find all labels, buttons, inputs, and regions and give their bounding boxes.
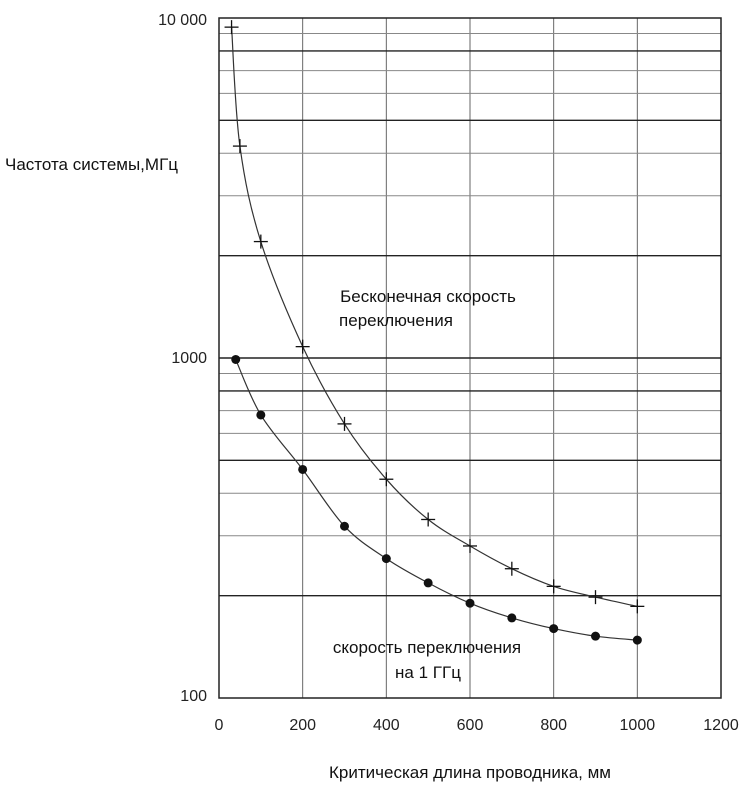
- plus-marker: [588, 590, 603, 605]
- annotation-1ghz-line-2: на 1 ГГц: [395, 663, 461, 682]
- plus-marker: [421, 512, 436, 527]
- series-curves: [231, 27, 638, 641]
- x-axis-label: Критическая длина проводника, мм: [329, 763, 611, 782]
- dot-marker: [507, 613, 517, 623]
- dot-marker: [231, 354, 241, 364]
- series-markers: [224, 20, 645, 645]
- annotation-1ghz-line-1: скорость переключения: [333, 638, 521, 657]
- y-tick-labels: 100 1000 10 000: [158, 12, 207, 705]
- x-tick-label: 800: [540, 717, 567, 734]
- dot-marker: [423, 578, 433, 588]
- plus-marker: [253, 234, 268, 249]
- x-tick-label: 600: [457, 717, 484, 734]
- dot-marker: [549, 624, 559, 634]
- annotation-infinite-line-1: Бесконечная скорость: [340, 287, 516, 306]
- dot-marker: [381, 554, 391, 564]
- x-tick-label: 400: [373, 717, 400, 734]
- dot-marker: [298, 464, 308, 474]
- series-line-2: [235, 359, 638, 641]
- plus-marker: [295, 339, 310, 354]
- x-tick-label: 200: [289, 717, 316, 734]
- plus-marker: [379, 472, 394, 487]
- dot-marker: [340, 521, 349, 531]
- plus-marker: [546, 579, 561, 594]
- annotation-infinite-line-2: переключения: [339, 311, 453, 330]
- plus-marker: [224, 20, 239, 35]
- dot-marker: [591, 631, 600, 641]
- y-tick-label: 1000: [171, 350, 207, 367]
- dot-marker: [632, 635, 642, 645]
- plus-marker: [463, 538, 477, 553]
- dot-marker: [465, 598, 475, 608]
- plus-marker: [630, 599, 645, 614]
- x-tick-label: 0: [215, 717, 224, 734]
- grid-lines: [219, 18, 721, 698]
- y-tick-label: 10 000: [158, 12, 207, 29]
- plus-marker: [337, 416, 352, 431]
- plus-marker: [504, 561, 519, 576]
- axes-frame: [218, 17, 722, 699]
- x-tick-labels: 0 200 400 600 800 1000 1200: [215, 717, 739, 734]
- plus-marker: [232, 139, 247, 154]
- y-tick-label: 100: [180, 688, 207, 705]
- x-tick-label: 1200: [703, 717, 739, 734]
- plot-frame: [218, 17, 722, 699]
- dot-marker: [256, 410, 266, 420]
- x-tick-label: 1000: [620, 717, 656, 734]
- y-axis-label: Частота системы,МГц: [5, 155, 178, 174]
